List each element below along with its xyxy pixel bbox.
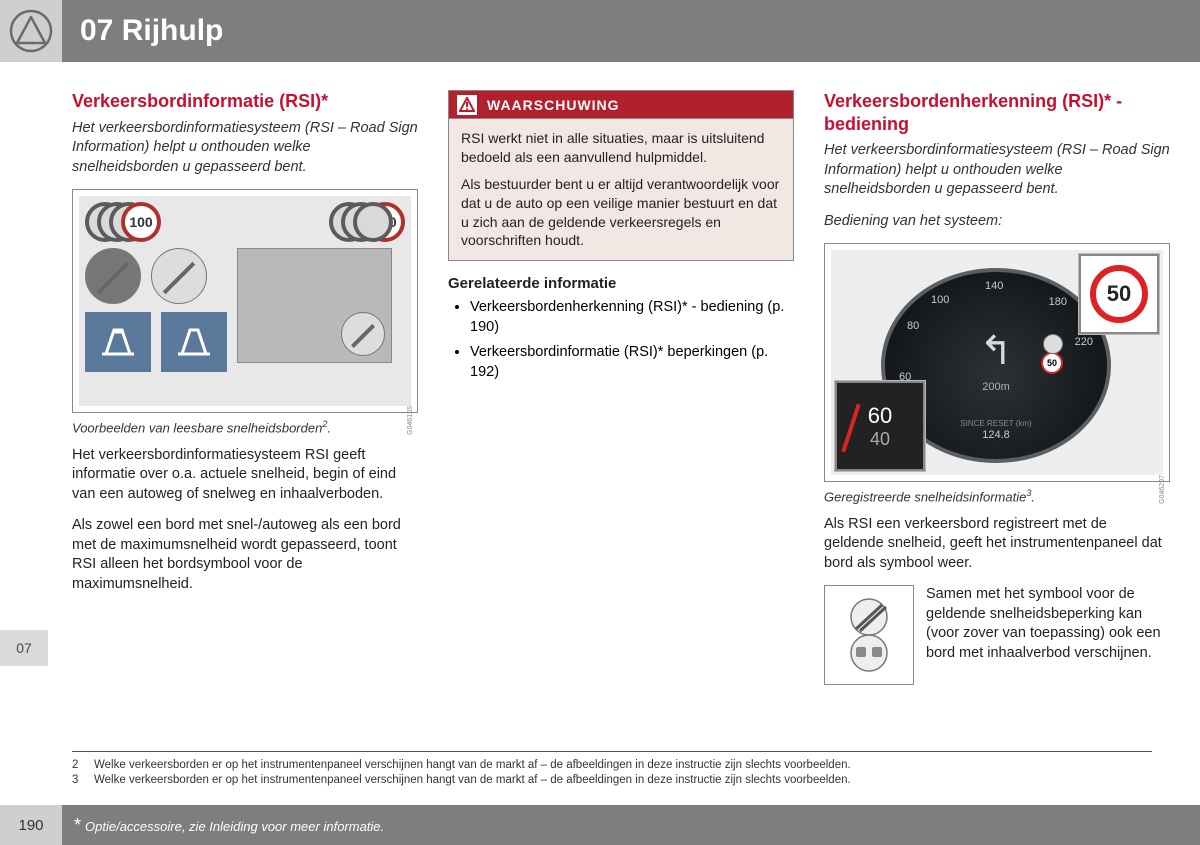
footer-note-text: Optie/accessoire, zie Inleiding voor mee… <box>85 819 384 834</box>
figure-overtake-end <box>824 585 914 685</box>
tick: 80 <box>907 320 919 332</box>
figure-code: G046155 <box>407 406 414 435</box>
tick: 220 <box>1075 336 1093 348</box>
footnote-row: 2 Welke verkeersborden er op het instrum… <box>72 758 1152 774</box>
column-1: Verkeersbordinformatie (RSI)* Het verkee… <box>72 90 418 685</box>
tick: 140 <box>985 280 1003 292</box>
motorway-sign-icon <box>161 312 227 372</box>
callout-speed-zoom: 60 40 <box>835 381 925 471</box>
figure-caption: Voorbeelden van leesbare snelheidsborden… <box>72 419 418 435</box>
tick: 180 <box>1049 296 1067 308</box>
warning-icon <box>457 95 477 115</box>
caption-text: Voorbeelden van leesbare snelheidsborden <box>72 421 322 436</box>
figure-signs: 100 120 <box>72 189 418 413</box>
highway-sign-icon <box>85 312 151 372</box>
figure-caption: Geregistreerde snelheidsinformatie3. <box>824 488 1170 504</box>
paragraph: Samen met het symbool voor de geldende s… <box>926 585 1170 685</box>
tick: 100 <box>931 294 949 306</box>
gauge-graphic: ↰ 200m 40 60 80 100 140 180 220 50 SINCE <box>831 250 1163 475</box>
footnote-num: 3 <box>72 773 84 789</box>
callout-40: 40 <box>870 429 890 450</box>
section-intro: Het verkeersbordinformatiesysteem (RSI –… <box>824 141 1170 200</box>
page-header: 07 Rijhulp <box>0 0 1200 62</box>
footer-note: * Optie/accessoire, zie Inleiding voor me… <box>74 815 384 836</box>
speed-sign-50: 50 <box>1090 265 1148 323</box>
footnote-text: Welke verkeersborden er op het instrumen… <box>94 773 851 789</box>
warning-body: RSI werkt niet in alle situaties, maar i… <box>448 118 794 261</box>
asterisk-icon: * <box>74 815 81 835</box>
callout-60: 60 <box>868 403 892 429</box>
warning-title: WAARSCHUWING <box>487 97 620 113</box>
no-overtake-icon <box>341 312 385 356</box>
footnote-row: 3 Welke verkeersborden er op het instrum… <box>72 773 1152 789</box>
end-sign-icon <box>151 248 207 304</box>
warning-triangle-icon <box>0 0 62 62</box>
callout-speed-sign: 50 <box>1079 254 1159 334</box>
page-footer: 190 * Optie/accessoire, zie Inleiding voo… <box>0 805 1200 845</box>
trip-label: SINCE RESET (km) 124.8 <box>960 420 1031 441</box>
section-heading: Verkeersbordinformatie (RSI)* <box>72 90 418 113</box>
column-2: WAARSCHUWING RSI werkt niet in alle situ… <box>448 90 794 685</box>
footnote-text: Welke verkeersborden er op het instrumen… <box>94 758 851 774</box>
inline-figure-row: Samen met het symbool voor de geldende s… <box>824 585 1170 685</box>
caption-sup: 2 <box>322 419 327 429</box>
caption-sup: 3 <box>1026 488 1031 498</box>
since-value: 124.8 <box>982 429 1010 441</box>
composite-signs <box>237 248 392 363</box>
warning-text: Als bestuurder bent u er altijd verantwo… <box>461 175 781 251</box>
paragraph: Het verkeersbordinformatiesysteem RSI ge… <box>72 446 418 505</box>
footnote-num: 2 <box>72 758 84 774</box>
warning-header: WAARSCHUWING <box>448 90 794 118</box>
signs-graphic: 100 120 <box>79 196 411 406</box>
related-link[interactable]: Verkeersbordinformatie (RSI)* beperkinge… <box>470 343 794 382</box>
section-intro: Het verkeersbordinformatiesysteem (RSI –… <box>72 119 418 178</box>
caption-text: Geregistreerde snelheidsinformatie <box>824 490 1026 505</box>
page-number: 190 <box>0 805 62 845</box>
figure-gauge: ↰ 200m 40 60 80 100 140 180 220 50 SINCE <box>824 243 1170 482</box>
section-heading: Verkeersbordenherkenning (RSI)* - bedien… <box>824 90 1170 135</box>
related-info-heading: Gerelateerde informatie <box>448 275 794 292</box>
related-info-list: Verkeersbordenherkenning (RSI)* - bedien… <box>448 298 794 382</box>
warning-text: RSI werkt niet in alle situaties, maar i… <box>461 129 781 167</box>
footnotes: 2 Welke verkeersborden er op het instrum… <box>72 751 1152 789</box>
paragraph: Als zowel een bord met snel-/autoweg als… <box>72 516 418 594</box>
related-link[interactable]: Verkeersbordenherkenning (RSI)* - bedien… <box>470 298 794 337</box>
figure-code: G046297 <box>1159 475 1166 504</box>
speed-sign-100: 100 <box>121 202 161 242</box>
end-sign-icon <box>85 248 141 304</box>
content-area: Verkeersbordinformatie (RSI)* Het verkee… <box>72 90 1172 685</box>
since-label: SINCE RESET (km) <box>960 419 1031 428</box>
chapter-title: 07 Rijhulp <box>80 14 223 48</box>
chapter-tab: 07 <box>0 630 48 666</box>
column-3: Verkeersbordenherkenning (RSI)* - bedien… <box>824 90 1170 685</box>
paragraph: Als RSI een verkeersbord registreert met… <box>824 515 1170 574</box>
section-subintro: Bediening van het systeem: <box>824 212 1170 232</box>
